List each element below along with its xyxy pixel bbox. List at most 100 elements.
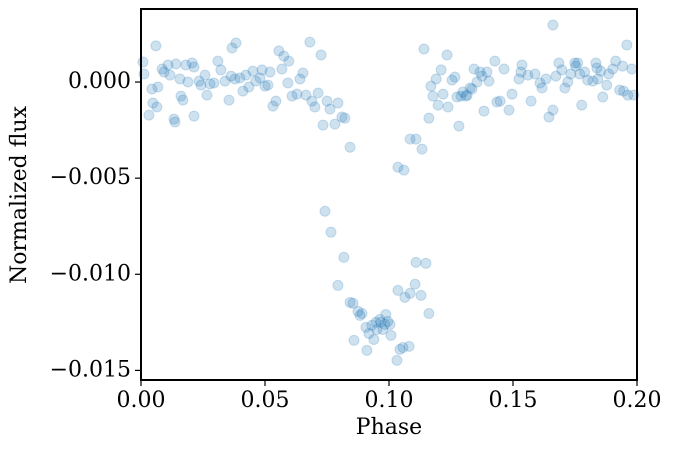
data-point (590, 57, 602, 69)
data-point (237, 85, 249, 97)
data-point (503, 104, 515, 116)
data-point (339, 112, 351, 124)
data-point (229, 73, 241, 85)
data-point (225, 70, 237, 82)
data-point (416, 143, 428, 155)
data-point (540, 73, 552, 85)
data-point (312, 87, 324, 99)
data-point (368, 333, 380, 345)
data-point (494, 95, 506, 107)
data-point (223, 94, 235, 106)
data-point (361, 344, 373, 356)
data-point (371, 323, 383, 335)
data-point (162, 59, 174, 71)
data-point (556, 64, 568, 76)
data-point (276, 63, 288, 75)
data-point (597, 91, 609, 103)
data-point (409, 278, 421, 290)
data-point (553, 57, 565, 69)
data-point (423, 307, 435, 319)
data-point (565, 68, 577, 80)
data-point (569, 57, 581, 69)
data-point (582, 74, 594, 86)
x-tick-label: 0.10 (365, 388, 414, 413)
data-point (595, 65, 607, 77)
data-point (332, 279, 344, 291)
data-point (392, 284, 404, 296)
data-point (483, 75, 495, 87)
data-point (208, 77, 220, 89)
data-point (617, 60, 629, 72)
data-point (182, 76, 194, 88)
data-point (309, 101, 321, 113)
data-point (394, 343, 406, 355)
x-tick-label: 0.05 (241, 388, 290, 413)
data-point (449, 71, 461, 83)
data-point (466, 83, 478, 95)
data-point (391, 354, 403, 366)
data-point (201, 89, 213, 101)
data-point (513, 73, 525, 85)
data-point (622, 89, 634, 101)
data-point (354, 309, 366, 321)
data-point (515, 66, 527, 78)
data-point (375, 316, 387, 328)
data-point (344, 141, 356, 153)
data-point (591, 62, 603, 74)
data-point (404, 287, 416, 299)
data-point (324, 103, 336, 115)
data-point (370, 316, 382, 328)
data-point (587, 75, 599, 87)
data-point (325, 226, 337, 238)
data-point (332, 97, 344, 109)
data-point (152, 81, 164, 93)
data-point (603, 68, 615, 80)
data-point (404, 133, 416, 145)
data-point (592, 73, 604, 85)
data-point (234, 72, 246, 84)
data-point (146, 83, 158, 95)
data-point (360, 321, 372, 333)
data-point (516, 59, 528, 71)
data-point (621, 39, 633, 51)
data-point (423, 112, 435, 124)
data-point (468, 63, 480, 75)
data-point (410, 133, 422, 145)
data-point (415, 289, 427, 301)
data-point (403, 340, 415, 352)
data-point (352, 305, 364, 317)
data-point (215, 64, 227, 76)
data-point (399, 291, 411, 303)
data-point (188, 110, 200, 122)
data-point (250, 75, 262, 87)
data-point (158, 66, 170, 78)
data-point (256, 64, 268, 76)
x-axis-label: Phase (356, 415, 422, 440)
data-point (188, 61, 200, 73)
y-axis-label: Normalized flux (7, 105, 32, 284)
data-point (306, 95, 318, 107)
data-point (525, 95, 537, 107)
data-point (338, 251, 350, 263)
data-point (243, 81, 255, 93)
data-point (137, 56, 149, 68)
data-point (254, 72, 266, 84)
data-point (574, 68, 586, 80)
data-point (363, 327, 375, 339)
data-point (435, 64, 447, 76)
data-point (453, 120, 465, 132)
data-point (430, 73, 442, 85)
data-point (471, 76, 483, 88)
data-point (489, 55, 501, 67)
data-point (300, 89, 312, 101)
data-point (410, 256, 422, 268)
data-point (168, 113, 180, 125)
data-point (193, 75, 205, 87)
data-point (547, 104, 559, 116)
data-point (270, 95, 282, 107)
data-point (170, 58, 182, 70)
data-point (219, 75, 231, 87)
data-point (562, 76, 574, 88)
data-point (150, 40, 162, 52)
